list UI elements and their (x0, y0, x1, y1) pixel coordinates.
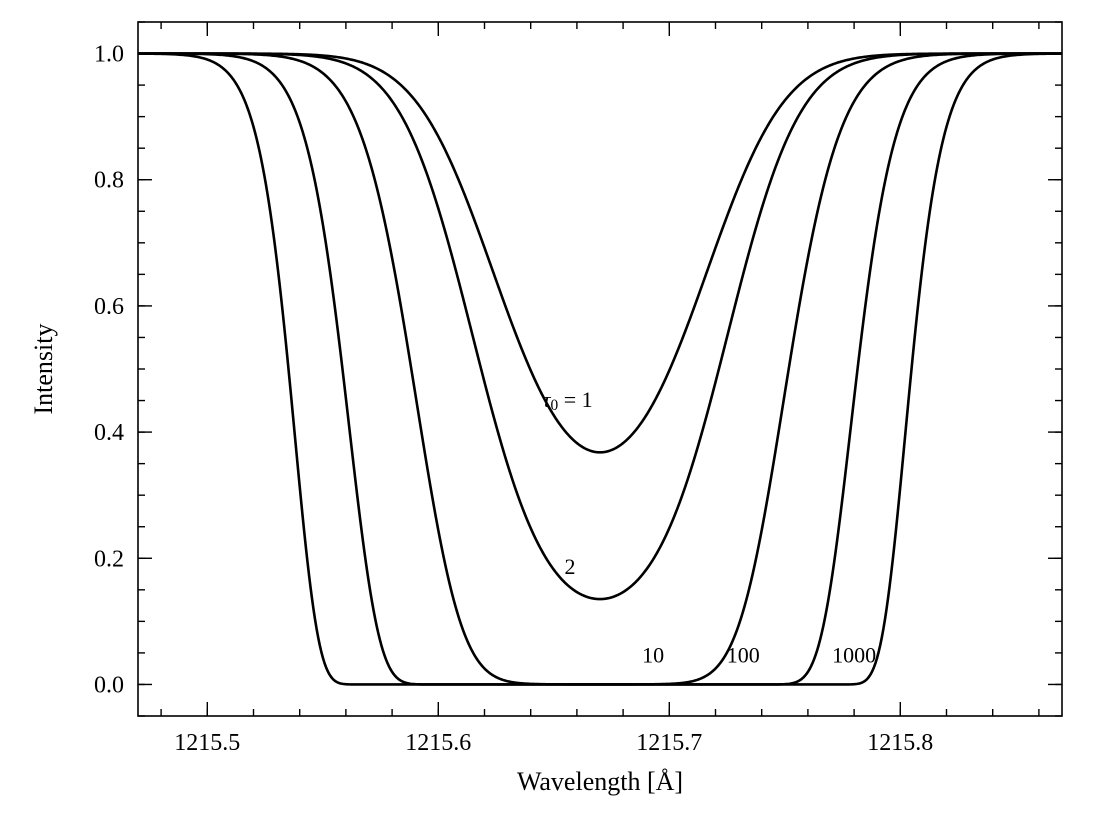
chart-container: 1215.5 1215.6 1215.7 1215.8 0.0 0.2 0.4 0.6 0.8 1… (0, 0, 1097, 817)
x-axis-label: Wavelength [Å] (517, 767, 683, 796)
x-tick-label: 1215.5 (174, 730, 240, 756)
y-tick-label: 1.0 (94, 42, 124, 68)
absorption-profile-chart: 1215.5 1215.6 1215.7 1215.8 0.0 0.2 0.4 0.6 0.8 1… (0, 0, 1097, 817)
y-tick-label: 0.4 (94, 420, 124, 446)
x-tick-label: 1215.6 (405, 730, 471, 756)
x-tick-label: 1215.8 (867, 730, 933, 756)
x-tick-label: 1215.7 (636, 730, 702, 756)
curve-annotation: 1000 (832, 642, 876, 667)
curve-annotation: τ0 = 1 (543, 387, 593, 414)
y-axis-label: Intensity (29, 324, 58, 415)
y-tick-label: 0.8 (94, 168, 124, 194)
y-tick-label: 0.0 (94, 672, 124, 698)
y-tick-label: 0.2 (94, 546, 124, 572)
y-tick-label: 0.6 (94, 294, 124, 320)
curve-annotation: 2 (564, 554, 575, 579)
curve-annotation: 100 (727, 642, 760, 667)
curve-annotation: 10 (642, 642, 664, 667)
